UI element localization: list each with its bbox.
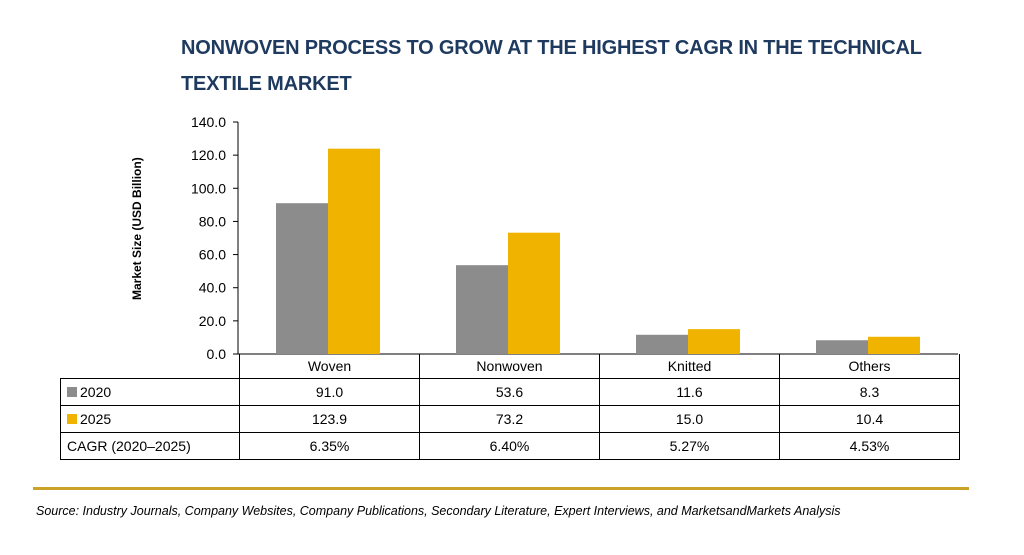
table-corner: [61, 354, 240, 379]
y-tick-label: 0.0: [207, 346, 227, 362]
category-row: Woven Nonwoven Knitted Others: [61, 354, 960, 379]
data-table: Woven Nonwoven Knitted Others 2020 91.0 …: [60, 354, 960, 460]
cagr-row-label: CAGR (2020–2025): [60, 432, 240, 460]
bar-2020-others: [816, 340, 868, 354]
value-2020-nonwoven: 53.6: [419, 378, 600, 406]
bar-2025-knitted: [688, 329, 740, 354]
source-note: Source: Industry Journals, Company Websi…: [36, 504, 841, 518]
y-axis-label: Market Size (USD Billion): [130, 157, 144, 300]
swatch-2025: [67, 414, 77, 424]
value-2025-nonwoven: 73.2: [419, 405, 600, 433]
value-2025-woven: 123.9: [239, 405, 420, 433]
value-2020-woven: 91.0: [239, 378, 420, 406]
bar-2025-others: [868, 336, 920, 354]
category-label-knitted: Knitted: [599, 354, 780, 379]
y-tick-label: 60.0: [199, 247, 226, 263]
bar-2025-woven: [328, 148, 380, 354]
bar-2020-nonwoven: [456, 265, 508, 354]
source-divider: [33, 487, 969, 490]
table-row: 2020 91.0 53.6 11.6 8.3: [60, 378, 960, 406]
value-2025-knitted: 15.0: [599, 405, 780, 433]
series-2025-name: 2025: [80, 411, 112, 427]
value-2020-knitted: 11.6: [599, 378, 780, 406]
bar-2020-knitted: [636, 334, 688, 354]
y-tick-label: 120.0: [191, 147, 226, 163]
cagr-others: 4.53%: [779, 432, 960, 460]
value-2025-others: 10.4: [779, 405, 960, 433]
y-tick-label: 80.0: [199, 213, 226, 229]
category-label-nonwoven: Nonwoven: [419, 354, 600, 379]
cagr-woven: 6.35%: [239, 432, 420, 460]
swatch-2020: [67, 387, 77, 397]
y-tick-label: 140.0: [191, 114, 226, 130]
series-2020-legend: 2020: [60, 378, 240, 406]
y-tick-label: 20.0: [199, 313, 226, 329]
bar-2025-nonwoven: [508, 232, 560, 354]
cagr-knitted: 5.27%: [599, 432, 780, 460]
series-2025-legend: 2025: [60, 405, 240, 433]
chart-title: NONWOVEN PROCESS TO GROW AT THE HIGHEST …: [181, 37, 922, 95]
category-label-others: Others: [779, 354, 960, 379]
category-label-woven: Woven: [239, 354, 420, 379]
cagr-nonwoven: 6.40%: [419, 432, 600, 460]
y-tick-label: 100.0: [191, 180, 226, 196]
series-2020-name: 2020: [80, 384, 112, 400]
table-row: 2025 123.9 73.2 15.0 10.4: [60, 405, 960, 433]
value-2020-others: 8.3: [779, 378, 960, 406]
y-tick-label: 40.0: [199, 280, 226, 296]
bar-2020-woven: [276, 203, 328, 354]
table-row: CAGR (2020–2025) 6.35% 6.40% 5.27% 4.53%: [60, 432, 960, 460]
